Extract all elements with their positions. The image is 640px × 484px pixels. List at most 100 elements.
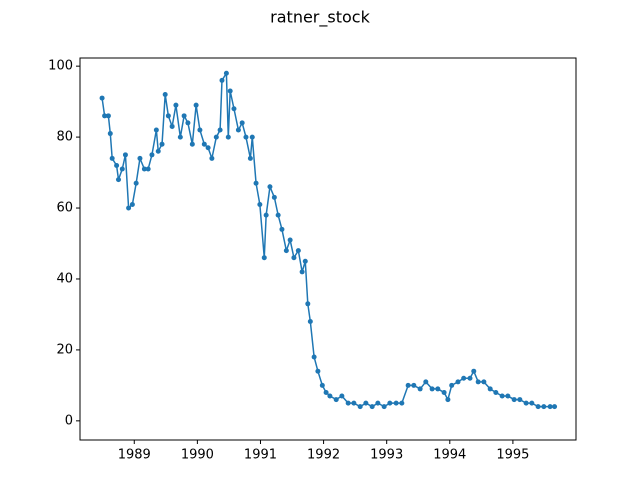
marker (399, 400, 405, 406)
marker (119, 166, 125, 172)
marker (261, 255, 267, 261)
x-tick-label: 1992 (307, 448, 340, 463)
marker (231, 106, 237, 112)
marker (441, 389, 447, 395)
marker (461, 375, 467, 381)
y-tick-label: 60 (56, 201, 73, 216)
marker (153, 127, 159, 133)
marker (523, 400, 529, 406)
marker (455, 379, 461, 385)
marker (189, 141, 195, 147)
marker (369, 404, 375, 410)
marker (149, 152, 155, 158)
x-tick-label: 1994 (433, 448, 466, 463)
marker (417, 386, 423, 392)
marker (351, 400, 357, 406)
marker (517, 397, 523, 403)
marker (201, 141, 207, 147)
marker (185, 120, 191, 126)
marker (271, 194, 277, 200)
marker (552, 404, 558, 410)
marker (445, 397, 451, 403)
marker (162, 92, 168, 98)
marker (467, 375, 473, 381)
y-tick-label: 0 (65, 413, 73, 428)
marker (279, 226, 285, 232)
marker (449, 382, 455, 388)
x-tick-label: 1990 (181, 448, 214, 463)
marker (287, 237, 293, 243)
marker (133, 180, 139, 186)
chart-title: ratner_stock (270, 8, 370, 28)
marker (243, 134, 249, 140)
marker (155, 148, 161, 154)
marker (315, 368, 321, 374)
marker (505, 393, 511, 399)
marker (327, 393, 333, 399)
marker (487, 386, 493, 392)
marker (257, 201, 263, 207)
marker (302, 258, 308, 264)
marker (209, 155, 215, 161)
marker (535, 404, 541, 410)
marker (223, 70, 229, 76)
marker (267, 184, 273, 190)
marker (115, 177, 121, 183)
marker (169, 123, 175, 129)
y-tick-label: 80 (56, 130, 73, 145)
marker (333, 397, 339, 403)
y-tick-label: 20 (56, 342, 73, 357)
marker (381, 404, 387, 410)
marker (529, 400, 535, 406)
marker (299, 269, 305, 275)
marker (423, 379, 429, 385)
plot-frame (79, 57, 577, 441)
marker (217, 127, 223, 133)
marker (114, 162, 120, 168)
marker (499, 393, 505, 399)
marker (141, 166, 147, 172)
marker (511, 397, 517, 403)
marker (323, 389, 329, 395)
marker (109, 155, 115, 161)
marker (165, 113, 171, 119)
marker (205, 145, 211, 151)
x-tick-label: 1989 (118, 448, 151, 463)
marker (291, 255, 297, 261)
marker (393, 400, 399, 406)
marker (283, 248, 289, 254)
marker (122, 152, 128, 158)
x-tick-label: 1991 (244, 448, 277, 463)
marker (311, 354, 317, 360)
marker (197, 127, 203, 133)
y-tick-label: 40 (56, 271, 73, 286)
line (101, 70, 555, 408)
marker (219, 77, 225, 83)
marker (387, 400, 393, 406)
marker (295, 248, 301, 254)
marker (475, 379, 481, 385)
marker (126, 205, 132, 211)
marker (305, 301, 311, 307)
marker (159, 141, 165, 147)
marker (105, 113, 111, 119)
marker (541, 404, 547, 410)
x-tick-label: 1993 (370, 448, 403, 463)
marker (107, 131, 113, 137)
marker (213, 134, 219, 140)
marker (481, 379, 487, 385)
marker (429, 386, 435, 392)
marker (493, 389, 499, 395)
marker (375, 400, 381, 406)
marker (345, 400, 351, 406)
marker (253, 180, 259, 186)
marker (247, 155, 253, 161)
marker (235, 127, 241, 133)
marker (263, 212, 269, 218)
marker (145, 166, 151, 172)
marker (357, 404, 363, 410)
x-tick-label: 1995 (496, 448, 529, 463)
marker (99, 95, 105, 101)
marker (411, 382, 417, 388)
